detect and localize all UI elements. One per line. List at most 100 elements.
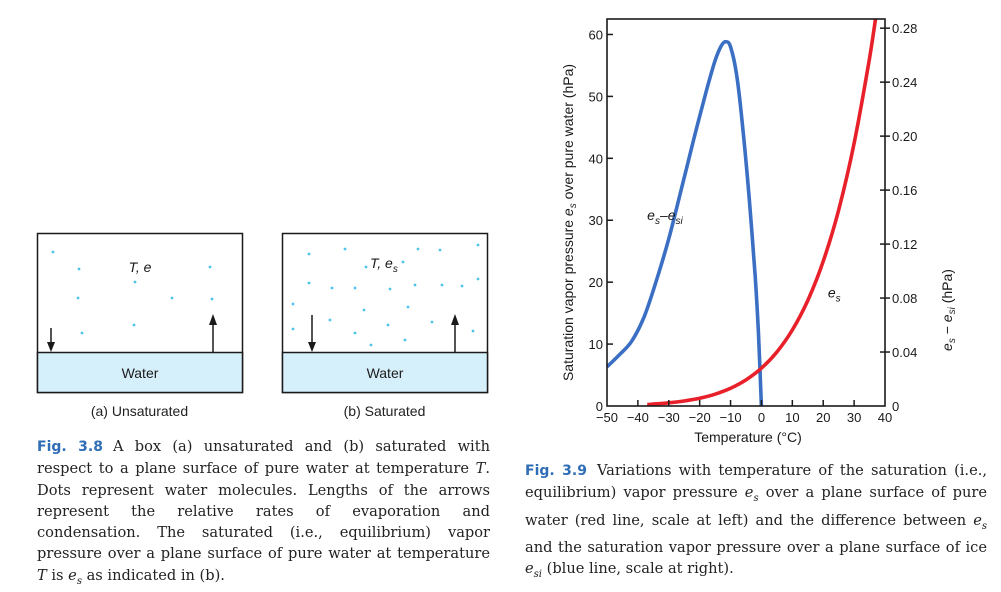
water-molecule-dot [353, 286, 357, 290]
y2-tick-label: 0.24 [892, 75, 917, 90]
water-molecule-dot [369, 343, 373, 347]
caption-var-e: e [973, 511, 982, 529]
series-label-var: e [668, 207, 676, 223]
y2-axis-label: es − esi (hPa) [939, 269, 958, 351]
box-b-water-label: Water [367, 365, 404, 381]
caption-var-e: e [525, 560, 534, 577]
box-unsaturated: Water T, e [36, 232, 244, 394]
box-b-state-main: T, e [370, 255, 393, 271]
water-molecule-dot [353, 331, 357, 335]
water-molecule-dot [170, 296, 174, 300]
water-molecule-dot [438, 248, 442, 252]
series-label-sub: s [655, 216, 660, 227]
series-layer [607, 19, 878, 406]
water-molecule-dot [476, 243, 480, 247]
water-molecule-dot [364, 265, 368, 269]
figure-3-8-diagram: Water T, e Water T, es [36, 232, 489, 394]
y2-axis-ticks: 0 0.04 0.08 0.12 0.16 0.20 0.24 0.28 [880, 21, 917, 414]
y2-label-sub: s [947, 338, 958, 343]
series-label-sub: si [676, 216, 684, 227]
y-tick-label: 50 [589, 89, 603, 104]
water-molecule-dot [132, 323, 136, 327]
y2-label-var: e [939, 314, 955, 322]
water-molecule-dot [413, 283, 417, 287]
water-molecule-dot [307, 281, 311, 285]
y-tick-label: 20 [589, 275, 603, 290]
water-molecule-dot [77, 267, 81, 271]
figure-3-9-label: Fig. 3.9 [525, 463, 587, 479]
caption-var-sub: si [533, 568, 542, 580]
water-molecule-dot [330, 286, 334, 290]
y-label-text: over pure water (hPa) [560, 64, 576, 203]
water-molecule-dot [471, 329, 475, 333]
box-b-evaporation-arrow [451, 314, 459, 352]
y-axis-ticks: 0 10 20 30 40 50 60 [589, 27, 613, 414]
water-molecule-dot [362, 308, 366, 312]
water-molecule-dot [403, 338, 407, 342]
caption-var-e: e [744, 484, 754, 502]
box-saturated: Water T, es [281, 232, 489, 394]
y-tick-label: 30 [589, 213, 603, 228]
x-tick-label: 40 [878, 410, 892, 425]
caption-text: is [46, 566, 69, 584]
box-a-state-label: T, e [129, 259, 152, 275]
caption-var-sub: s [76, 575, 82, 587]
y2-label-sub: si [947, 306, 958, 314]
figure-3-9-chart: −50 −40 −30 −20 −10 0 10 20 30 40 0 10 20 30 40 50 60 0… [560, 18, 958, 445]
water-molecule-dot [440, 283, 444, 287]
water-molecule-dot [133, 280, 137, 284]
caption-text: as indicated in (b). [81, 566, 225, 584]
x-tick-label: −20 [689, 410, 711, 425]
caption-var-T: T [37, 566, 47, 584]
series-line-es [647, 19, 878, 406]
series-label-sub: s [836, 294, 841, 305]
caption-text: Variations with temperature of the satur… [525, 462, 987, 502]
x-tick-label: −50 [596, 410, 618, 425]
y-label-var: e [560, 208, 576, 216]
box-b-state-sub: s [393, 264, 398, 275]
water-molecule-dot [460, 284, 464, 288]
box-b-molecules [291, 243, 480, 347]
y-axis-label: Saturation vapor pressure es over pure w… [560, 64, 579, 381]
y2-label-dash: − [939, 322, 955, 338]
x-tick-label: 20 [816, 410, 830, 425]
water-molecule-dot [388, 287, 392, 291]
water-molecule-dot [343, 247, 347, 251]
box-a-condensation-arrow [47, 328, 55, 352]
box-a-evaporation-arrow [209, 314, 217, 352]
series-label-var: e [647, 207, 655, 223]
y2-tick-label: 0.28 [892, 21, 917, 36]
y2-tick-label: 0.16 [892, 183, 917, 198]
water-molecule-dot [430, 320, 434, 324]
plot-frame [606, 18, 886, 407]
y2-tick-label: 0 [892, 399, 899, 414]
box-a-molecules [51, 250, 214, 335]
x-axis-ticks: −50 −40 −30 −20 −10 0 10 20 30 40 [596, 400, 892, 425]
x-tick-label: −10 [720, 410, 742, 425]
y-tick-label: 40 [589, 151, 603, 166]
caption-text: A box (a) unsaturated and (b) saturated … [37, 438, 490, 478]
caption-text: over a plane surface of pure water (red … [525, 484, 987, 529]
box-b-caption: (b) Saturated [343, 403, 426, 419]
water-molecule-dot [291, 327, 295, 331]
water-molecule-dot [401, 260, 405, 264]
series-label-dash: – [660, 207, 668, 223]
y2-tick-label: 0.04 [892, 345, 917, 360]
box-a-water-label: Water [122, 365, 159, 381]
box-a-caption: (a) Unsaturated [90, 403, 189, 419]
box-b-water [281, 351, 489, 394]
water-molecule-dot [210, 297, 214, 301]
figure-3-8-label: Fig. 3.8 [37, 439, 103, 455]
x-tick-label: −40 [627, 410, 649, 425]
x-tick-label: −30 [658, 410, 680, 425]
y-tick-label: 60 [589, 27, 603, 42]
series-line-es-minus-esi [607, 39, 764, 406]
y-label-sub: s [568, 203, 579, 208]
y2-tick-label: 0.08 [892, 291, 917, 306]
y2-tick-label: 0.20 [892, 129, 917, 144]
y-tick-label: 10 [589, 337, 603, 352]
caption-text: and the saturation vapor pressure over a… [525, 538, 987, 556]
water-molecule-dot [76, 296, 80, 300]
caption-var-sub: s [753, 493, 759, 505]
water-molecule-dot [307, 252, 311, 256]
